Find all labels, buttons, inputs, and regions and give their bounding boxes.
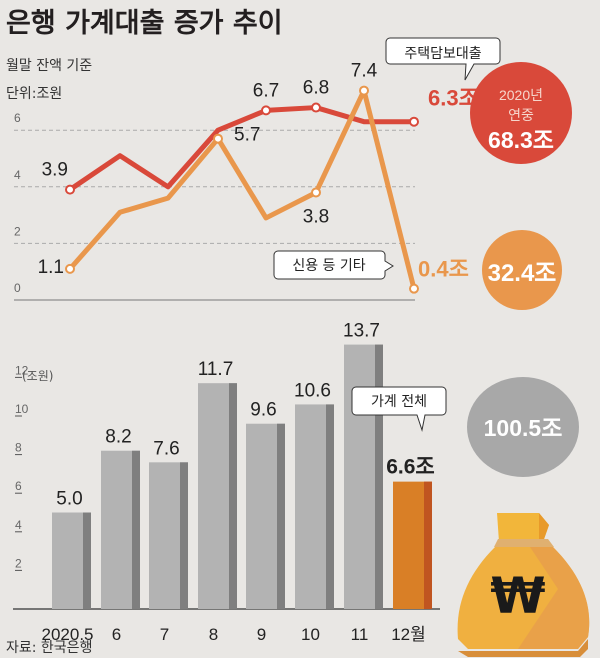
data-point bbox=[65, 263, 75, 274]
bar-value-label: 10.6 bbox=[294, 380, 331, 401]
data-point bbox=[359, 85, 369, 96]
y-tick-label: 4 bbox=[15, 518, 22, 532]
data-label: 7.4 bbox=[351, 61, 378, 82]
other-callout: 신용 등 기타 bbox=[273, 250, 394, 280]
other-callout-label: 신용 등 기타 bbox=[292, 258, 365, 274]
bar-shade bbox=[424, 481, 432, 609]
total-callout-label: 가계 전체 bbox=[371, 394, 427, 410]
x-tick-label: 10 bbox=[301, 625, 320, 644]
y-tick-label: 6 bbox=[14, 111, 21, 125]
y-tick-label: 2 bbox=[15, 556, 22, 570]
x-tick-label: 8 bbox=[209, 625, 218, 644]
mortgage-line bbox=[68, 105, 414, 192]
x-tick-label: 9 bbox=[257, 625, 266, 644]
data-point bbox=[65, 184, 75, 195]
x-tick-label: 12월 bbox=[391, 625, 426, 644]
total-annual-circle: 100.5조 bbox=[467, 377, 579, 477]
bar-shade bbox=[180, 462, 188, 609]
unit-label: 단위:조원 bbox=[6, 86, 62, 102]
data-label: 3.9 bbox=[42, 160, 68, 181]
mortgage-callout-label: 주택담보대출 bbox=[404, 46, 481, 62]
annual-sub-label: 연중 bbox=[508, 108, 534, 124]
data-point bbox=[409, 116, 419, 127]
bar-shade bbox=[229, 383, 237, 609]
bar-value-label: 6.6조 bbox=[386, 456, 435, 479]
y-tick-label: 6 bbox=[15, 479, 22, 493]
source-label: 자료: 한국은행 bbox=[6, 640, 92, 656]
bar-series: 5.0 2020.5 8.2 6 7.6 7 11.7 8 9.6 9 10.6 10 13.7 11 6.… bbox=[42, 321, 435, 644]
other-annual-total: 32.4조 bbox=[488, 260, 557, 287]
y-tick-label: 8 bbox=[15, 441, 22, 455]
y-tick-label: 2 bbox=[14, 224, 21, 238]
total-annual-amount: 100.5조 bbox=[484, 415, 563, 441]
x-tick-label: 11 bbox=[351, 625, 369, 644]
data-point bbox=[311, 102, 321, 113]
data-label: 3.8 bbox=[303, 206, 329, 227]
y-tick-label: 4 bbox=[14, 168, 21, 182]
data-label: 5.7 bbox=[234, 125, 260, 146]
bar-value-label: 5.0 bbox=[56, 489, 82, 510]
bar-shade bbox=[326, 404, 334, 609]
mortgage-callout: 주택담보대출 bbox=[385, 37, 501, 81]
bar-y-unit: (조원) bbox=[22, 369, 53, 383]
chart-subtitle: 월말 잔액 기준 bbox=[6, 58, 92, 74]
line-series bbox=[65, 85, 419, 294]
other-line bbox=[68, 88, 417, 290]
data-label: 6.8 bbox=[303, 78, 329, 99]
data-label: 6.3조 bbox=[428, 86, 479, 111]
data-label: 1.1 bbox=[38, 257, 64, 278]
data-label: 6.7 bbox=[253, 80, 279, 101]
data-point bbox=[311, 187, 321, 198]
line-labels: 3.9 6.7 6.8 6.3조 1.1 5.7 3.8 7.4 0.4조 bbox=[38, 61, 479, 282]
other-annual-circle: 32.4조 bbox=[482, 230, 562, 310]
mortgage-annual-total: 68.3조 bbox=[488, 127, 554, 153]
total-callout: 가계 전체 bbox=[351, 386, 447, 432]
data-point bbox=[213, 133, 223, 144]
bar-shade bbox=[83, 512, 91, 609]
bar-shade bbox=[277, 423, 285, 609]
money-bag-icon: ₩ bbox=[457, 513, 590, 657]
bar-value-label: 13.7 bbox=[343, 321, 380, 342]
annual-year-label: 2020년 bbox=[499, 87, 543, 103]
y-tick-label: 0 bbox=[14, 281, 21, 295]
bar-shade bbox=[132, 450, 140, 609]
y-tick-label: 10 bbox=[15, 402, 29, 416]
x-tick-label: 7 bbox=[160, 625, 169, 644]
bar-value-label: 11.7 bbox=[198, 359, 234, 380]
y-tick-label: 12 bbox=[15, 363, 29, 377]
x-tick-label: 2020.5 bbox=[42, 625, 94, 644]
line-grid: 0 2 4 6 bbox=[14, 111, 415, 301]
mortgage-annual-circle: 2020년 연중 68.3조 bbox=[470, 62, 572, 164]
data-point bbox=[409, 283, 419, 294]
x-tick-label: 6 bbox=[112, 625, 121, 644]
chart-title: 은행 가계대출 증가 추이 bbox=[6, 8, 283, 39]
bar-shade bbox=[375, 344, 383, 609]
data-point bbox=[261, 105, 271, 116]
bar-value-label: 9.6 bbox=[250, 400, 276, 421]
bar-value-label: 8.2 bbox=[105, 427, 131, 448]
data-label: 0.4조 bbox=[418, 257, 469, 282]
won-symbol: ₩ bbox=[490, 567, 545, 625]
bar-value-label: 7.6 bbox=[153, 438, 179, 459]
